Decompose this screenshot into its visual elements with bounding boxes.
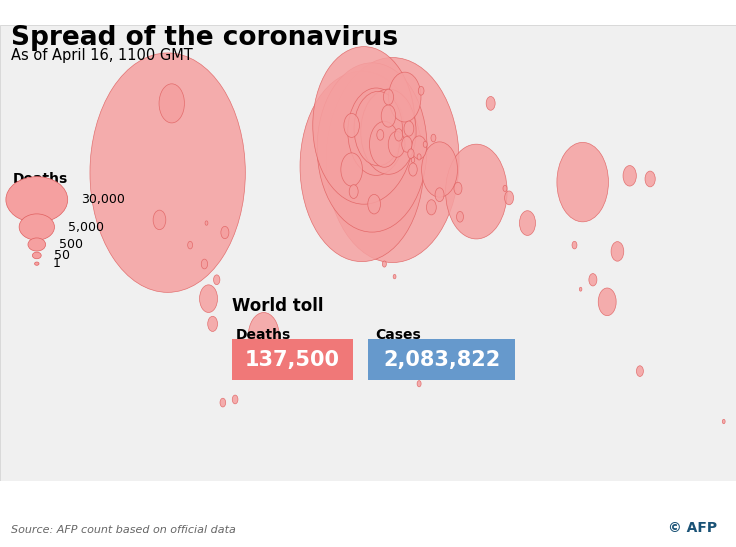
Circle shape <box>205 221 208 225</box>
Circle shape <box>220 398 226 407</box>
Circle shape <box>520 211 536 235</box>
Text: © AFP: © AFP <box>668 521 718 535</box>
Circle shape <box>388 131 405 157</box>
Circle shape <box>611 242 624 261</box>
Circle shape <box>349 185 358 199</box>
Circle shape <box>300 71 424 261</box>
Circle shape <box>503 185 507 191</box>
Circle shape <box>394 129 403 141</box>
Circle shape <box>221 226 229 238</box>
Text: Deaths: Deaths <box>13 172 68 187</box>
Circle shape <box>90 53 245 292</box>
Text: Deaths: Deaths <box>236 328 291 342</box>
Circle shape <box>426 200 436 215</box>
Circle shape <box>422 142 458 197</box>
Circle shape <box>418 86 424 95</box>
Circle shape <box>637 366 643 376</box>
Text: Source: AFP count based on official data: Source: AFP count based on official data <box>11 525 236 535</box>
Circle shape <box>389 72 421 122</box>
Circle shape <box>313 46 415 204</box>
Circle shape <box>188 241 193 249</box>
Circle shape <box>431 134 436 142</box>
Circle shape <box>505 191 514 205</box>
Circle shape <box>623 166 637 186</box>
Circle shape <box>393 275 396 279</box>
Circle shape <box>326 57 459 263</box>
Circle shape <box>201 259 208 269</box>
Circle shape <box>456 211 464 222</box>
Circle shape <box>557 142 609 222</box>
Text: 500: 500 <box>59 238 83 251</box>
Circle shape <box>317 63 427 232</box>
Circle shape <box>579 287 582 291</box>
Circle shape <box>153 210 166 230</box>
Circle shape <box>454 182 462 195</box>
Circle shape <box>486 96 495 110</box>
Circle shape <box>354 91 403 166</box>
Text: World toll: World toll <box>232 296 323 315</box>
Circle shape <box>445 144 507 239</box>
Text: 1: 1 <box>52 257 60 270</box>
Circle shape <box>383 89 394 105</box>
Circle shape <box>213 275 220 284</box>
Circle shape <box>411 136 427 159</box>
Circle shape <box>248 312 279 360</box>
Circle shape <box>382 261 386 267</box>
Circle shape <box>361 89 416 174</box>
Circle shape <box>377 130 383 140</box>
Text: Spread of the coronavirus: Spread of the coronavirus <box>11 25 398 51</box>
Circle shape <box>199 285 218 312</box>
Circle shape <box>369 121 399 167</box>
Circle shape <box>381 105 396 127</box>
Circle shape <box>402 136 412 152</box>
Circle shape <box>408 163 417 176</box>
Text: 2,083,822: 2,083,822 <box>383 350 500 370</box>
Circle shape <box>233 395 238 404</box>
Text: As of April 16, 1100 GMT: As of April 16, 1100 GMT <box>11 48 193 63</box>
Circle shape <box>348 88 405 176</box>
Circle shape <box>233 343 237 348</box>
Circle shape <box>417 154 421 160</box>
Circle shape <box>598 288 616 316</box>
Circle shape <box>417 381 421 387</box>
Circle shape <box>404 121 414 136</box>
Circle shape <box>159 84 185 123</box>
Circle shape <box>208 316 218 331</box>
Circle shape <box>572 241 577 249</box>
Circle shape <box>411 158 414 163</box>
Circle shape <box>423 141 428 147</box>
Circle shape <box>435 188 444 202</box>
Circle shape <box>645 171 655 187</box>
Text: 50: 50 <box>54 249 71 262</box>
Text: 5,000: 5,000 <box>68 220 104 234</box>
Circle shape <box>344 113 359 137</box>
Text: 137,500: 137,500 <box>245 350 340 370</box>
Circle shape <box>368 194 381 214</box>
Text: Cases: Cases <box>375 328 421 342</box>
Circle shape <box>722 420 725 424</box>
Circle shape <box>589 274 597 286</box>
Text: 30,000: 30,000 <box>81 193 125 206</box>
Circle shape <box>408 149 414 159</box>
Circle shape <box>341 153 362 186</box>
